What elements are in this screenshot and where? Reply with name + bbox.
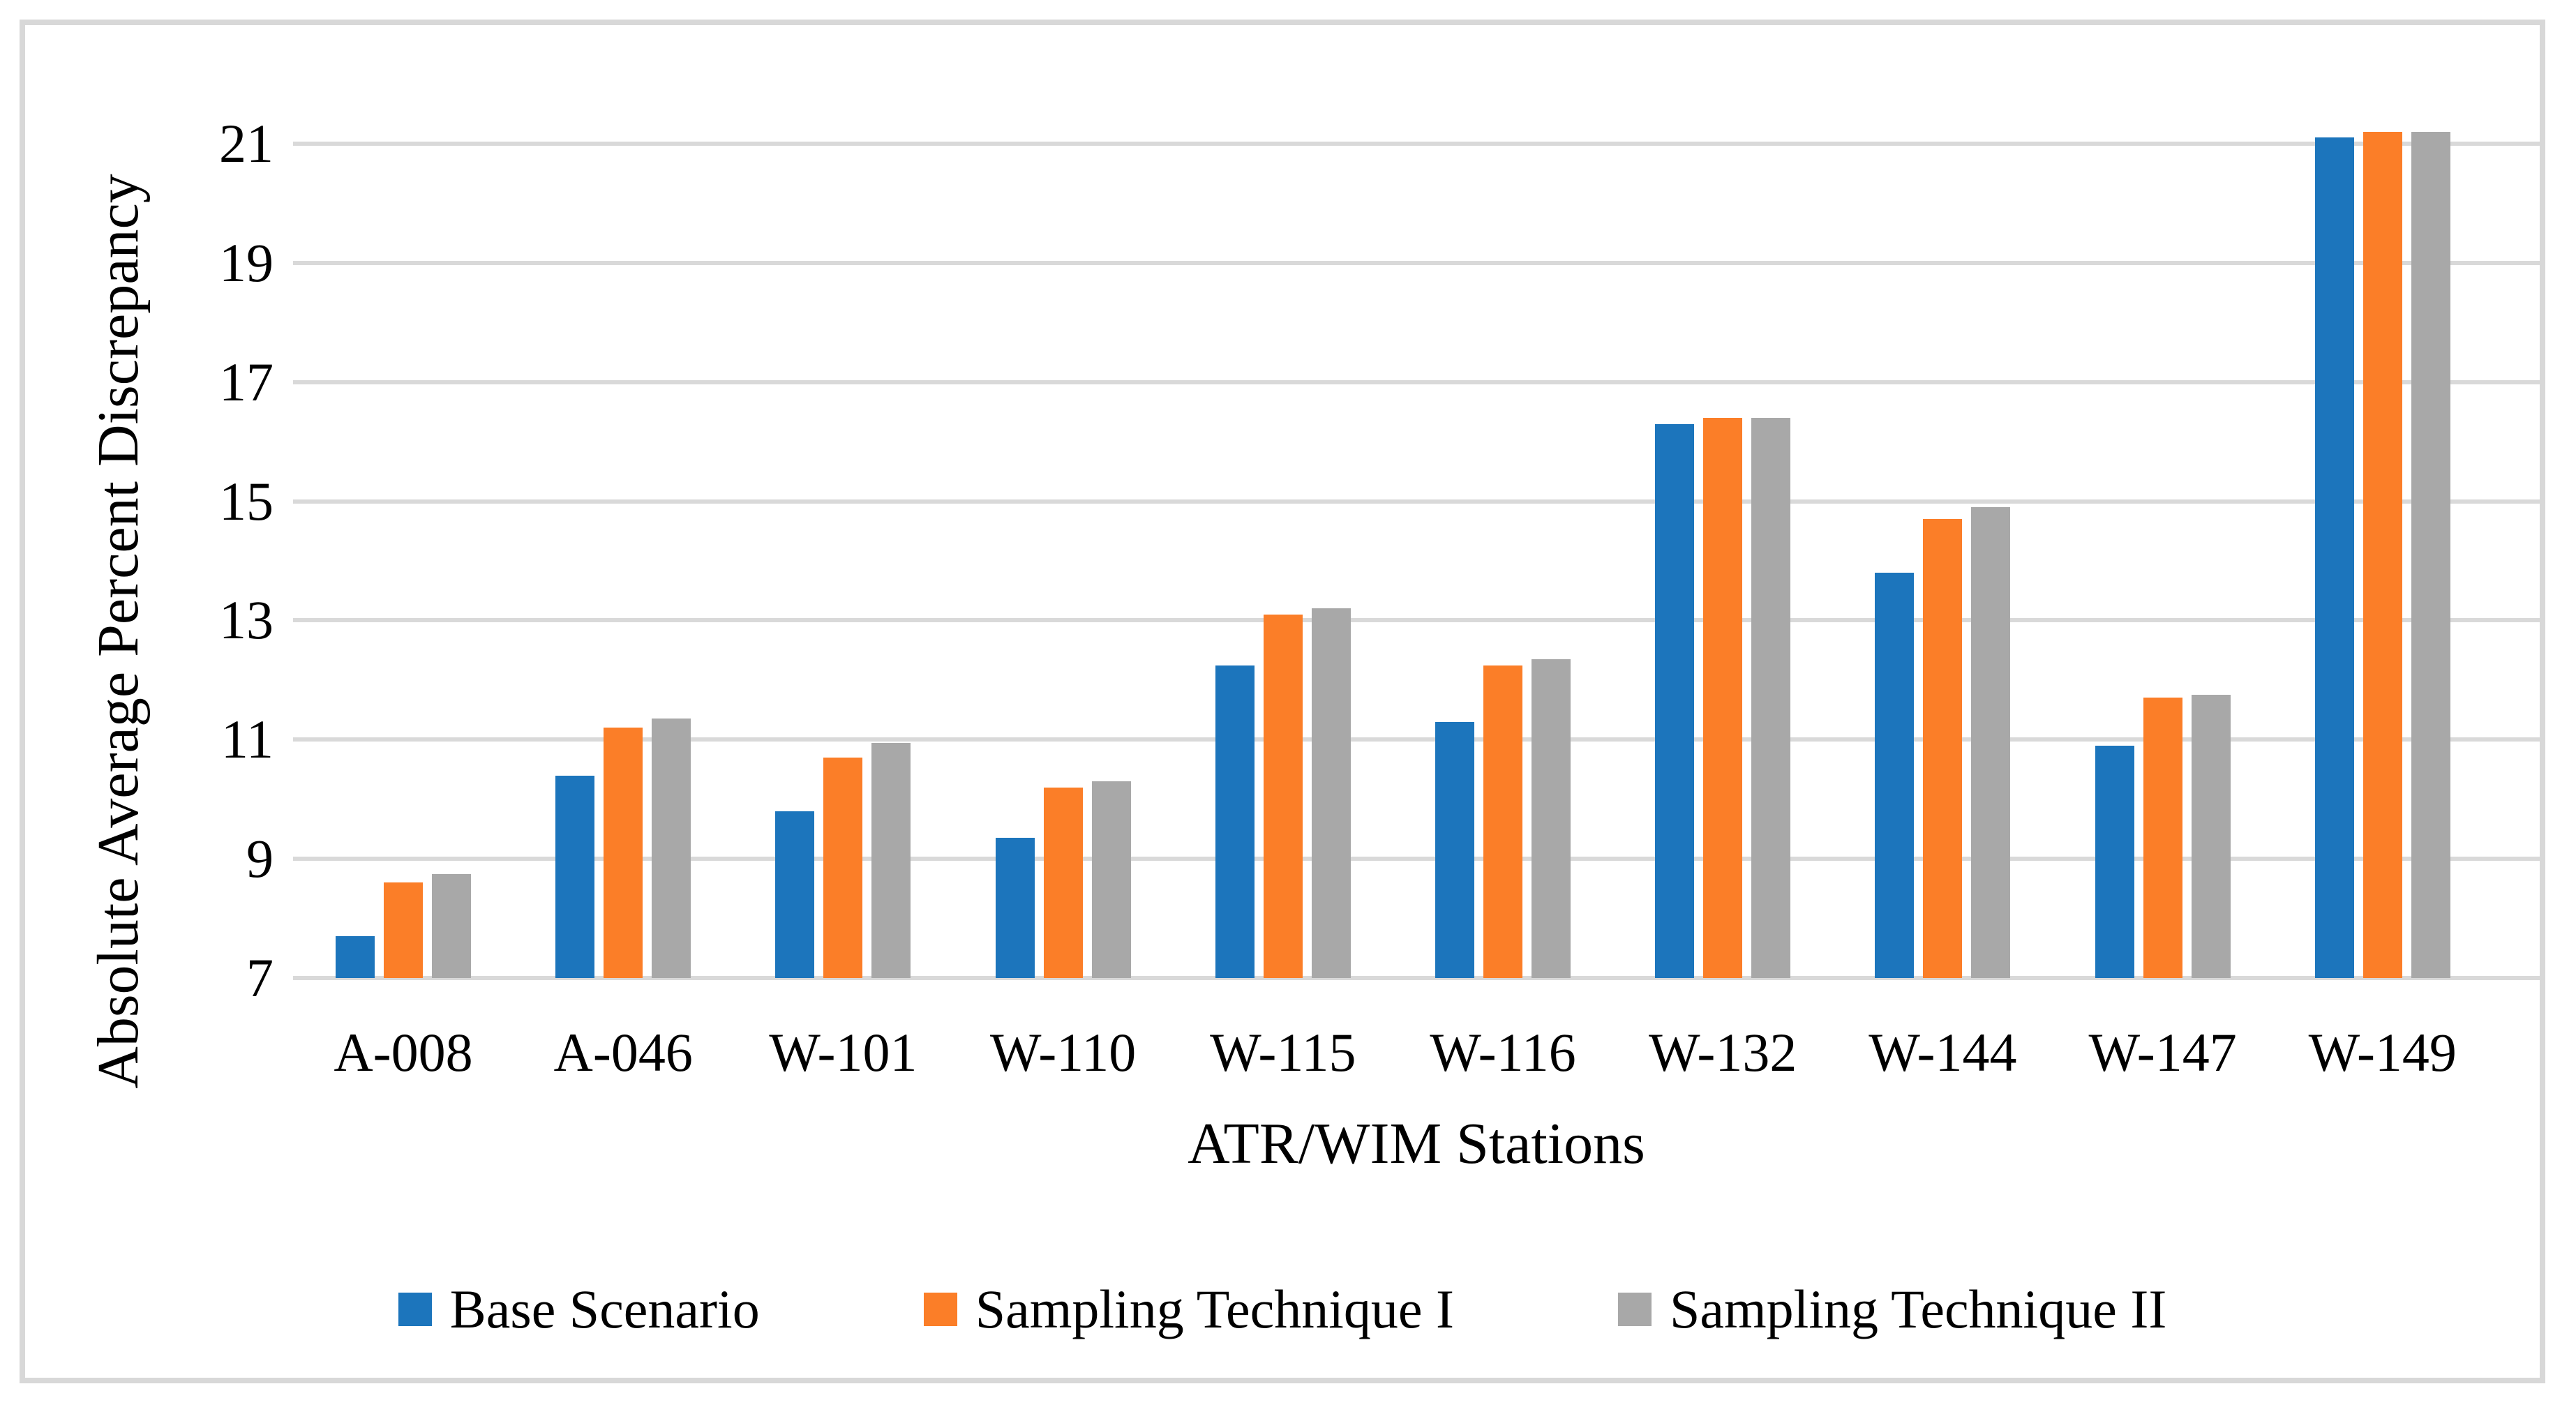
gridline-y-15	[293, 499, 2540, 504]
bar-A-008-base-scenario	[336, 936, 375, 978]
bar-group-A-046	[555, 719, 691, 978]
bar-W-116-sampling-technique-ii	[1532, 659, 1571, 978]
bar-group-W-101	[775, 742, 911, 978]
x-tick-label-W-147: W-147	[2088, 1022, 2237, 1083]
gridline-y-17	[293, 379, 2540, 384]
bar-group-W-110	[995, 781, 1131, 978]
x-tick-label-W-132: W-132	[1649, 1022, 1797, 1083]
legend-label: Sampling Technique II	[1670, 1279, 2167, 1339]
gridline-y-21	[293, 141, 2540, 146]
y-tick-label-13: 13	[219, 589, 274, 651]
bar-W-101-sampling-technique-ii	[871, 742, 911, 978]
bar-W-144-sampling-technique-i	[1923, 519, 1963, 978]
bar-group-W-116	[1435, 659, 1571, 978]
y-tick-label-9: 9	[246, 828, 274, 889]
gridline-y-13	[293, 618, 2540, 623]
legend-swatch-icon	[1618, 1293, 1652, 1326]
bar-group-A-008	[336, 873, 471, 978]
bar-W-110-sampling-technique-i	[1043, 787, 1083, 978]
y-tick-label-19: 19	[219, 232, 274, 293]
bar-group-W-144	[1875, 507, 2011, 978]
legend-item-sampling-technique-ii: Sampling Technique II	[1618, 1282, 2166, 1337]
legend-item-sampling-technique-i: Sampling Technique I	[923, 1279, 1455, 1339]
y-tick-label-11: 11	[220, 709, 274, 770]
legend-label: Base Scenario	[449, 1279, 760, 1339]
y-tick-label-15: 15	[219, 470, 274, 532]
bar-W-147-sampling-technique-ii	[2191, 695, 2231, 978]
bar-W-149-sampling-technique-i	[2362, 131, 2402, 978]
bar-group-W-147	[2095, 695, 2231, 978]
y-tick-label-17: 17	[219, 351, 274, 412]
bar-A-008-sampling-technique-ii	[432, 873, 471, 978]
bar-A-046-sampling-technique-ii	[652, 719, 691, 978]
bar-A-008-sampling-technique-i	[384, 882, 423, 978]
bar-W-116-base-scenario	[1435, 721, 1474, 978]
x-axis-title: ATR/WIM Stations	[1188, 1111, 1645, 1176]
x-tick-label-W-101: W-101	[769, 1022, 918, 1083]
y-tick-label-21: 21	[219, 112, 274, 174]
y-tick-label-7: 7	[246, 947, 274, 1008]
x-tick-label-W-149: W-149	[2308, 1022, 2457, 1083]
bar-W-132-sampling-technique-i	[1703, 417, 1743, 978]
legend: Base Scenario Sampling Technique I Samplin…	[20, 1282, 2545, 1337]
bar-W-110-base-scenario	[995, 838, 1035, 978]
bar-group-W-149	[2314, 131, 2450, 978]
gridline-y-9	[293, 857, 2540, 862]
x-tick-label-W-144: W-144	[1869, 1022, 2017, 1083]
bar-A-046-sampling-technique-i	[604, 728, 643, 978]
x-tick-label-W-110: W-110	[989, 1022, 1137, 1083]
bar-W-144-sampling-technique-ii	[1971, 507, 2011, 978]
bar-W-147-base-scenario	[2095, 745, 2134, 978]
gridline-y-19	[293, 260, 2540, 265]
legend-swatch-icon	[398, 1293, 432, 1326]
bar-W-110-sampling-technique-ii	[1091, 781, 1131, 978]
bar-W-101-base-scenario	[775, 811, 815, 978]
bar-W-132-sampling-technique-ii	[1751, 417, 1791, 978]
bar-W-115-sampling-technique-i	[1263, 614, 1303, 978]
legend-label: Sampling Technique I	[975, 1279, 1455, 1339]
x-tick-label-W-116: W-116	[1430, 1022, 1576, 1083]
bar-W-115-base-scenario	[1215, 665, 1255, 978]
bar-A-046-base-scenario	[555, 775, 595, 978]
bar-W-101-sampling-technique-i	[823, 757, 863, 978]
x-tick-label-W-115: W-115	[1210, 1022, 1356, 1083]
x-tick-label-A-046: A-046	[553, 1022, 693, 1083]
bar-W-115-sampling-technique-ii	[1311, 608, 1351, 978]
gridline-y-11	[293, 737, 2540, 742]
bar-W-149-base-scenario	[2314, 137, 2354, 978]
gridline-y-7	[293, 976, 2540, 980]
bar-W-149-sampling-technique-ii	[2411, 131, 2450, 978]
plot-area	[293, 28, 2540, 980]
x-tick-label-A-008: A-008	[334, 1022, 473, 1083]
bar-group-W-132	[1655, 417, 1791, 978]
bar-W-147-sampling-technique-i	[2143, 698, 2182, 978]
bar-W-132-base-scenario	[1655, 423, 1695, 978]
legend-item-base-scenario: Base Scenario	[398, 1282, 760, 1337]
bar-group-W-115	[1215, 608, 1351, 978]
bar-W-116-sampling-technique-i	[1483, 665, 1522, 978]
bar-W-144-base-scenario	[1875, 573, 1915, 978]
legend-swatch-icon	[923, 1293, 957, 1326]
